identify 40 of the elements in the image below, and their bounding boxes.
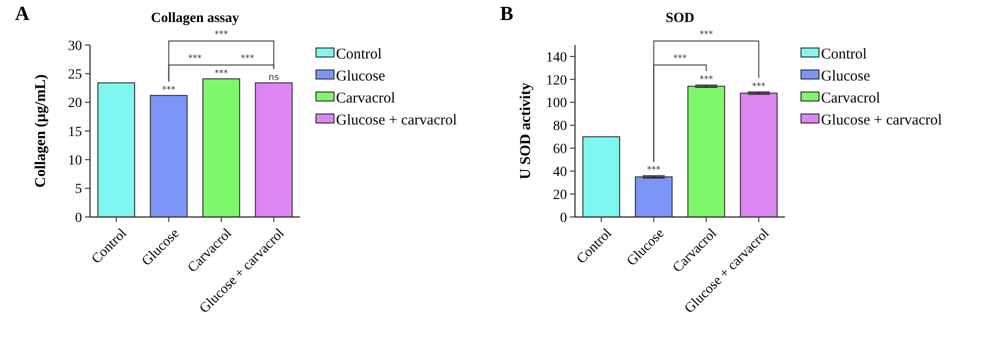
y-axis-title: Collagen (µg/mL) bbox=[33, 74, 49, 188]
y-axis-title: U SOD activity bbox=[518, 82, 534, 180]
annotation: ns bbox=[268, 72, 280, 83]
y-tick-label: 80 bbox=[553, 119, 567, 134]
y-tick-label: 120 bbox=[546, 73, 567, 88]
annotation: *** bbox=[240, 54, 255, 64]
y-tick-label: 0 bbox=[560, 210, 567, 226]
text: B bbox=[500, 3, 514, 25]
legend-label: Control bbox=[336, 46, 382, 62]
legend-label: Carvacrol bbox=[821, 90, 880, 106]
legend-label: Glucose + carvacrol bbox=[821, 112, 942, 128]
y-tick-label: 140 bbox=[546, 50, 567, 66]
annotation: *** bbox=[214, 68, 228, 79]
text: *** bbox=[700, 30, 714, 40]
chart-title: SOD bbox=[666, 11, 694, 26]
y-tick-label: 40 bbox=[553, 165, 567, 180]
chart-title: Collagen assay bbox=[150, 11, 240, 26]
y-tick-label: 0 bbox=[75, 210, 82, 226]
annotation: *** bbox=[673, 54, 688, 64]
y-tick-label: 5 bbox=[75, 182, 82, 198]
y-tick-label: 25 bbox=[68, 68, 82, 83]
annotation: *** bbox=[700, 75, 714, 86]
y-tick-label: 20 bbox=[68, 96, 82, 112]
y-tick-label: 15 bbox=[68, 124, 82, 140]
y-tick-label: 30 bbox=[68, 38, 82, 54]
annotation: *** bbox=[188, 54, 202, 64]
y-tick-label: 100 bbox=[546, 96, 567, 112]
annotation: *** bbox=[647, 166, 661, 176]
legend-label: Glucose + carvacrol bbox=[336, 112, 457, 128]
y-tick-label: 20 bbox=[553, 188, 567, 203]
y-tick-label: 10 bbox=[68, 154, 82, 169]
legend-label: Glucose bbox=[821, 68, 870, 84]
text: A bbox=[15, 3, 30, 25]
annotation: *** bbox=[752, 82, 766, 92]
y-tick-label: 60 bbox=[553, 142, 567, 158]
legend-label: Control bbox=[821, 46, 867, 62]
annotation: *** bbox=[162, 85, 176, 96]
legend-label: Glucose bbox=[336, 68, 386, 84]
legend-label: Carvacrol bbox=[336, 90, 396, 106]
text: *** bbox=[214, 30, 228, 40]
